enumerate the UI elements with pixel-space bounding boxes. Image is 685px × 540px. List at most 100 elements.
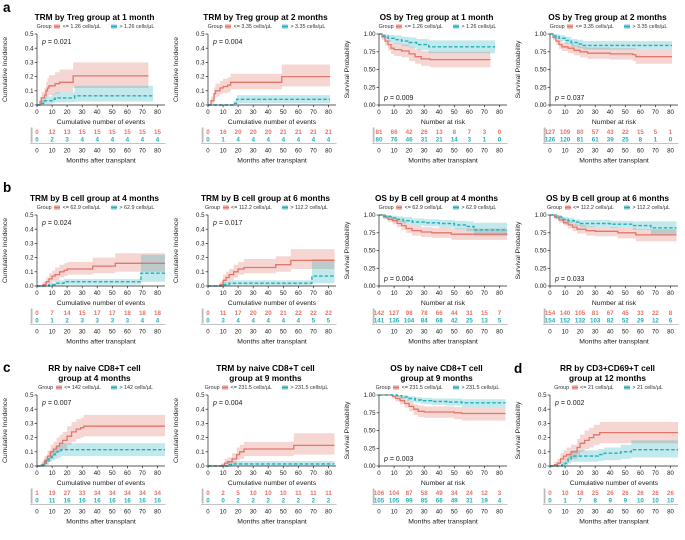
svg-text:14: 14: [64, 310, 71, 317]
svg-text:20: 20: [235, 509, 242, 516]
axes: [547, 394, 678, 469]
svg-text:50: 50: [109, 109, 116, 116]
legend-group-label: Group: [554, 384, 570, 391]
svg-text:22: 22: [652, 310, 659, 317]
svg-text:50: 50: [280, 509, 287, 516]
survival-plot: Survival Probability 0.00 0.25 0.50 0.75 1.00…: [515, 212, 679, 346]
svg-text:120: 120: [560, 136, 571, 143]
risk-table-frame: [543, 308, 679, 326]
panel-plot-holder: Cumulative Incidence 0.0 0.1 0.2 0.3 0.4 0.5 0 1…: [0, 31, 171, 185]
svg-text:50: 50: [109, 290, 116, 297]
svg-text:20: 20: [577, 148, 584, 155]
svg-text:0.3: 0.3: [25, 421, 34, 428]
svg-text:4: 4: [282, 317, 286, 324]
svg-text:22: 22: [325, 310, 332, 317]
x-tick-labels: 0 10 20 30 40 50 60 70 80: [35, 470, 161, 477]
svg-text:40: 40: [94, 509, 101, 516]
svg-text:0: 0: [206, 109, 210, 116]
svg-text:18: 18: [577, 490, 584, 497]
axes: [205, 214, 336, 289]
svg-text:80: 80: [496, 148, 503, 155]
svg-text:10: 10: [49, 329, 56, 336]
svg-text:0: 0: [35, 148, 39, 155]
svg-text:15: 15: [94, 129, 101, 136]
panel-10: TRM by naive CD8+T cell group at 9 month…: [171, 361, 342, 540]
panel-letter-b: b: [3, 180, 12, 195]
x-axis-label: Months after transplant: [66, 158, 136, 165]
svg-text:30: 30: [79, 509, 86, 516]
svg-text:70: 70: [652, 470, 659, 477]
svg-text:30: 30: [250, 329, 257, 336]
risk-table: 154 140 105 81 67 45 33 22 8 154 152 132 103 82 52 29 12…: [545, 310, 673, 324]
high-group-curve: [37, 449, 165, 467]
svg-text:0.5: 0.5: [196, 31, 205, 38]
risk-table-frame: [372, 308, 508, 326]
x-axis-label: Months after transplant: [237, 158, 307, 165]
svg-text:0.75: 0.75: [364, 230, 376, 237]
bottom-tick-labels: 0 10 20 30 40 50 60 70 80: [206, 329, 332, 336]
svg-text:70: 70: [481, 148, 488, 155]
panel-plot-holder: Cumulative Incidence 0.0 0.1 0.2 0.3 0.4 0.5 0 1…: [0, 212, 171, 366]
svg-text:0: 0: [35, 136, 39, 143]
svg-text:4: 4: [156, 317, 160, 324]
svg-text:30: 30: [421, 290, 428, 297]
panel-title: TRM by B cell group at 6 months: [200, 192, 331, 203]
svg-text:40: 40: [94, 329, 101, 336]
y-tick-labels: 0.0 0.1 0.2 0.3 0.4 0.5: [196, 212, 205, 290]
svg-text:60: 60: [637, 509, 644, 516]
survival-plot: Survival Probability 0.00 0.25 0.50 0.75 1.00…: [344, 392, 508, 526]
risk-table-frame: [372, 488, 508, 506]
svg-text:8: 8: [639, 136, 643, 143]
svg-text:30: 30: [79, 470, 86, 477]
panel-plot-holder: Survival Probability 0.00 0.25 0.50 0.75 1.00…: [342, 31, 513, 185]
svg-text:0: 0: [377, 290, 381, 297]
svg-text:78: 78: [421, 310, 428, 317]
svg-text:0.0: 0.0: [25, 463, 34, 470]
legend-group-label: Group: [547, 204, 563, 211]
low-group-band: [208, 64, 330, 105]
survival-plot: Cumulative Incidence 0.0 0.1 0.2 0.3 0.4 0.5 0 1…: [173, 31, 337, 165]
svg-text:52: 52: [622, 317, 629, 324]
svg-text:80: 80: [496, 290, 503, 297]
svg-text:1.00: 1.00: [364, 392, 376, 399]
svg-text:34: 34: [94, 490, 101, 497]
svg-text:0.0: 0.0: [196, 102, 205, 109]
svg-text:40: 40: [94, 290, 101, 297]
svg-text:70: 70: [652, 148, 659, 155]
svg-text:2: 2: [282, 497, 286, 504]
legend-key-high-icon: [452, 205, 459, 210]
legend-key-low-icon: [225, 24, 232, 29]
svg-text:22: 22: [310, 310, 317, 317]
y-tick-labels: 0.00 0.25 0.50 0.75 1.00: [364, 31, 376, 109]
legend-high-label: > 62.9 cells/µL: [461, 204, 497, 211]
svg-text:12: 12: [49, 129, 56, 136]
svg-text:80: 80: [325, 329, 332, 336]
x-tick-labels: 0 10 20 30 40 50 60 70 80: [377, 470, 503, 477]
svg-text:70: 70: [310, 509, 317, 516]
panel-plot-holder: Survival Probability 0.00 0.25 0.50 0.75 1.00…: [513, 212, 684, 366]
y-axis-label: Cumulative Incidence: [2, 37, 9, 102]
svg-text:40: 40: [265, 148, 272, 155]
svg-text:10: 10: [562, 509, 569, 516]
legend-low-label: <= 1.26 cells/µL: [62, 23, 101, 30]
svg-text:3: 3: [95, 317, 99, 324]
svg-text:33: 33: [637, 310, 644, 317]
svg-text:0.3: 0.3: [25, 60, 34, 67]
bottom-tick-labels: 0 10 20 30 40 50 60 70 80: [35, 509, 161, 516]
y-tick-labels: 0.00 0.25 0.50 0.75 1.00: [364, 392, 376, 470]
panel-9: RR by naive CD8+T cell group at 4 months…: [0, 361, 171, 540]
svg-text:15: 15: [154, 129, 161, 136]
panel-legend: Group <= 62.9 cells/µL > 62.9 cells/µL: [20, 203, 171, 212]
svg-text:0.50: 0.50: [535, 67, 547, 74]
svg-text:11: 11: [49, 497, 56, 504]
panel-title: RR by CD3+CD69+T cell group at 12 months: [560, 363, 655, 383]
panel-7: OS by B cell group at 4 months Group <= …: [342, 181, 513, 361]
svg-text:10: 10: [220, 509, 227, 516]
svg-text:30: 30: [250, 290, 257, 297]
risk-table: 81 66 42 26 13 8 7 3 080 76 46 31 21 14 3 1 0: [376, 129, 502, 143]
legend-group-label: Group: [549, 23, 565, 30]
svg-text:7: 7: [498, 310, 502, 317]
legend-key-low-icon: [567, 24, 574, 29]
svg-text:40: 40: [265, 290, 272, 297]
svg-text:20: 20: [406, 509, 413, 516]
